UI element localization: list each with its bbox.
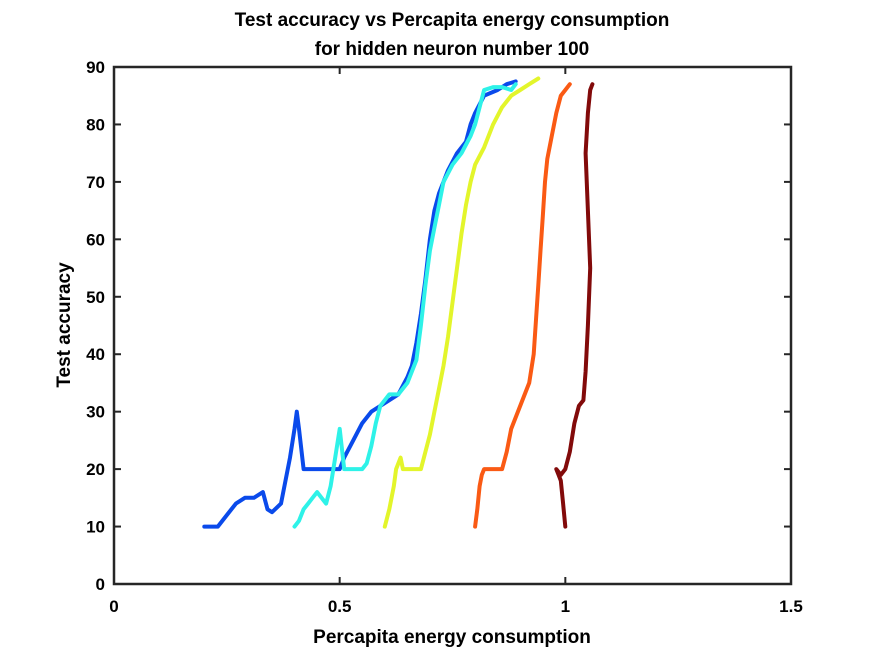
series-line-5 bbox=[554, 82, 595, 529]
y-tick-label: 30 bbox=[86, 403, 105, 422]
chart-subtitle: for hidden neuron number 100 bbox=[315, 39, 589, 60]
series-layer bbox=[202, 76, 595, 529]
y-tick-label: 10 bbox=[86, 518, 105, 537]
x-tick-label: 1 bbox=[561, 597, 570, 616]
y-tick-label: 20 bbox=[86, 460, 105, 479]
y-tick-label: 0 bbox=[96, 575, 105, 594]
y-tick-label: 70 bbox=[86, 173, 105, 192]
x-tick-label: 1.5 bbox=[779, 597, 803, 616]
y-tick-label: 90 bbox=[86, 58, 105, 77]
plot-frame bbox=[112, 65, 793, 586]
series-line-3 bbox=[382, 76, 541, 529]
y-tick-label: 50 bbox=[86, 288, 105, 307]
y-axis-label: Test accuracy bbox=[54, 262, 75, 388]
series-line-4 bbox=[473, 82, 572, 529]
ticks-layer: 0 0.5 1 1.5 0 10 20 30 40 50 60 70 80 90 bbox=[86, 58, 803, 616]
series-line-2 bbox=[292, 82, 518, 529]
y-tick-label: 40 bbox=[86, 345, 105, 364]
x-axis-label: Percapita energy consumption bbox=[313, 627, 591, 648]
series-line-1 bbox=[202, 79, 518, 529]
chart-title: Test accuracy vs Percapita energy consum… bbox=[235, 10, 670, 31]
y-tick-label: 60 bbox=[86, 230, 105, 249]
y-tick-label: 80 bbox=[86, 115, 105, 134]
x-tick-label: 0.5 bbox=[328, 597, 352, 616]
x-tick-label: 0 bbox=[109, 597, 118, 616]
